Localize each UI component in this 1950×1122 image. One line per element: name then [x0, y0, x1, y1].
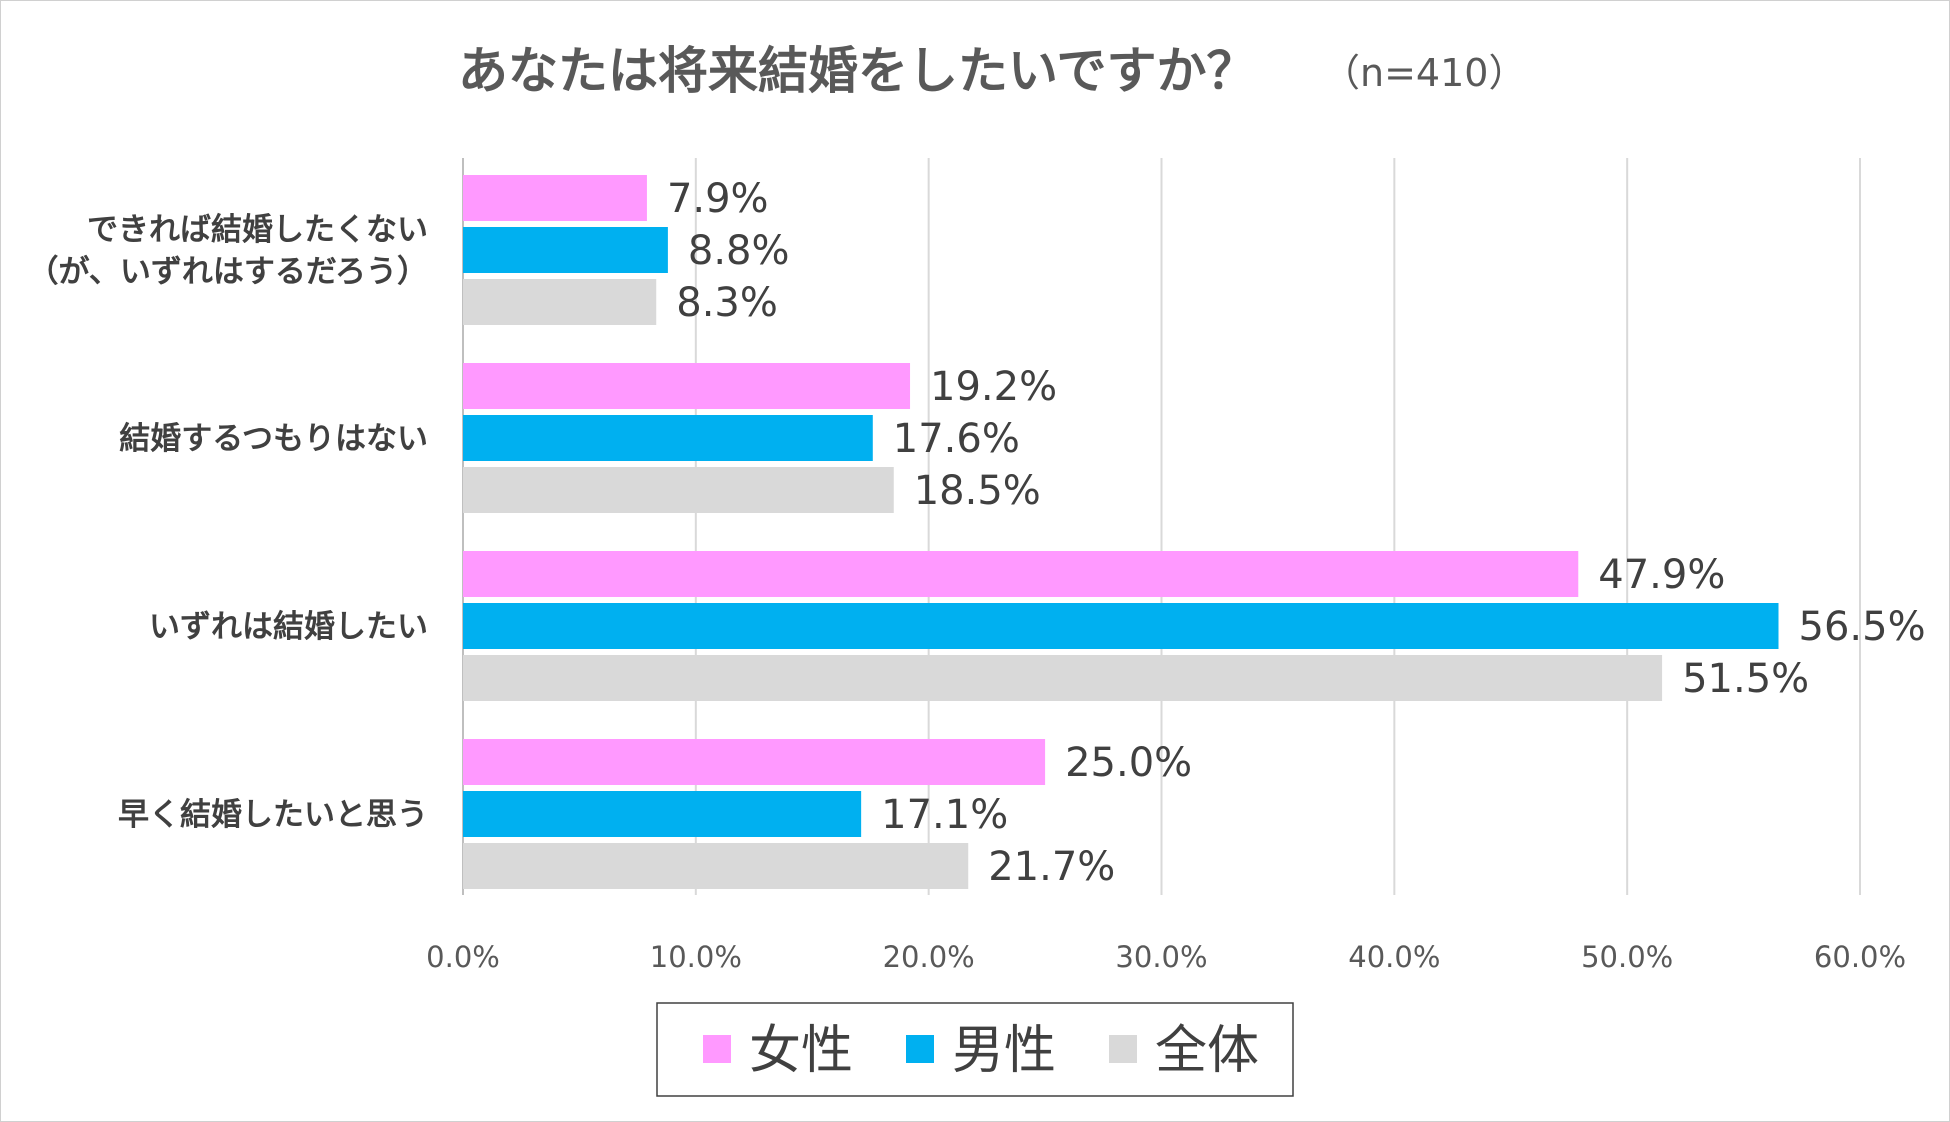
x-axis-ticks: 0.0% 10.0% 20.0% 30.0% 40.0% 50.0% 60.0% [426, 940, 1906, 974]
category-labels: できれば結婚したくない （が、いずれはするだろう） 結婚するつもりはないいずれは結婚… [27, 212, 428, 833]
data-label: 47.9% [1598, 552, 1725, 598]
bar [463, 415, 873, 461]
x-tick-label: 10.0% [650, 940, 742, 974]
category-label: いずれは結婚したい [149, 609, 428, 645]
category-label: できれば結婚したくない [87, 212, 428, 248]
bar [463, 791, 862, 837]
data-label: 17.1% [881, 792, 1008, 838]
legend-label: 男性 [952, 1021, 1056, 1081]
subtitle-text: （n=410） [1322, 51, 1526, 95]
legend: 女性 男性 全体 [656, 1002, 1294, 1097]
bar [463, 175, 647, 221]
data-labels: 7.9% 8.8% 8.3% 19.2% 17.6% 18.5% 47.9% 56.5% 51.… [667, 176, 1926, 890]
x-tick-label: 30.0% [1115, 940, 1207, 974]
chart-title: あなたは将来結婚をしたいですか？ （n=410） [458, 42, 1526, 100]
bar [463, 551, 1579, 597]
category-label: 早く結婚したいと思う [118, 797, 428, 833]
bar [463, 843, 969, 889]
category-label: （が、いずれはするだろう） [27, 254, 428, 290]
bar [463, 227, 668, 273]
title-text: あなたは将来結婚をしたいですか？ [458, 42, 1257, 100]
bar [463, 739, 1046, 785]
legend-swatch [703, 1035, 731, 1063]
x-tick-label: 0.0% [426, 940, 500, 974]
data-label: 18.5% [914, 468, 1041, 514]
bars [463, 175, 1779, 889]
legend-swatch [906, 1035, 934, 1063]
x-tick-label: 40.0% [1348, 940, 1440, 974]
data-label: 8.3% [676, 280, 778, 326]
data-label: 25.0% [1065, 740, 1192, 786]
x-tick-label: 50.0% [1581, 940, 1673, 974]
bar [463, 467, 894, 513]
x-tick-label: 60.0% [1814, 940, 1906, 974]
data-label: 56.5% [1799, 604, 1926, 650]
x-tick-label: 20.0% [883, 940, 975, 974]
legend-box [656, 1002, 1294, 1097]
category-label: 結婚するつもりはない [119, 421, 428, 457]
bar [463, 363, 911, 409]
bar [463, 279, 657, 325]
data-label: 8.8% [688, 228, 790, 274]
bar [463, 603, 1779, 649]
data-label: 17.6% [893, 416, 1020, 462]
bar [463, 655, 1663, 701]
legend-label: 全体 [1155, 1021, 1259, 1081]
data-label: 7.9% [667, 176, 769, 222]
legend-label: 女性 [749, 1021, 853, 1081]
data-label: 19.2% [930, 364, 1057, 410]
legend-swatch [1109, 1035, 1137, 1063]
data-label: 21.7% [988, 844, 1115, 890]
data-label: 51.5% [1682, 656, 1809, 702]
